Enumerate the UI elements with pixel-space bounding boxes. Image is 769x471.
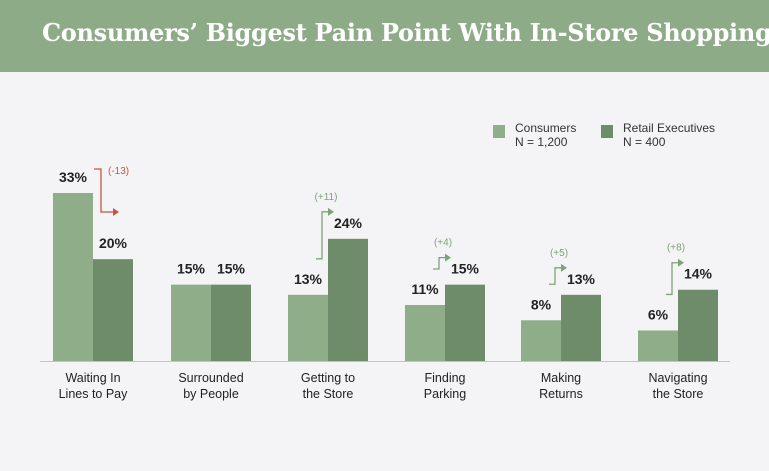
delta-arrowhead — [561, 263, 567, 272]
delta-arrow — [94, 168, 114, 213]
title-banner: Consumers’ Biggest Pain Point With In-St… — [0, 0, 769, 72]
legend-swatch-consumers — [493, 125, 505, 138]
chart-title: Consumers’ Biggest Pain Point With In-St… — [42, 18, 769, 47]
bar-executives — [328, 238, 368, 361]
category-label: Finding — [425, 371, 466, 385]
bar-value-label: 13% — [294, 271, 323, 287]
delta-arrow — [666, 262, 679, 296]
bar-executives — [93, 259, 133, 361]
legend-label: Retail Executives — [623, 121, 715, 135]
delta-arrowhead — [328, 207, 334, 216]
bar-value-label: 6% — [648, 306, 669, 322]
category-label: Getting to — [301, 371, 355, 385]
bar-value-label: 14% — [684, 266, 713, 282]
category-label: Surrounded — [178, 371, 243, 385]
bar-value-label: 11% — [411, 281, 439, 297]
category-label: Parking — [424, 387, 466, 401]
delta-arrow — [316, 211, 329, 260]
bar-value-label: 20% — [99, 235, 128, 251]
bar-consumers — [638, 330, 678, 361]
category-label: Making — [541, 371, 581, 385]
delta-arrowhead — [113, 208, 119, 216]
delta-label: (+11) — [315, 192, 338, 203]
category-label: by People — [183, 387, 239, 401]
bar-value-label: 15% — [217, 261, 246, 277]
legend-sub: N = 1,200 — [515, 135, 568, 149]
bar-value-label: 15% — [451, 261, 480, 277]
delta-label: (+8) — [667, 243, 685, 254]
delta-arrow — [549, 267, 562, 285]
bar-consumers — [53, 193, 93, 361]
legend-swatch-executives — [601, 125, 613, 138]
bar-executives — [678, 289, 718, 361]
category-label: the Store — [653, 387, 704, 401]
bar-value-label: 15% — [177, 261, 206, 277]
delta-arrowhead — [445, 253, 451, 262]
bar-executives — [211, 284, 251, 361]
bar-consumers — [405, 305, 445, 361]
bar-consumers — [171, 284, 211, 361]
bar-value-label: 8% — [531, 296, 552, 312]
delta-label: (-13) — [108, 166, 129, 177]
category-label: Navigating — [648, 371, 707, 385]
bar-consumers — [521, 320, 561, 361]
category-label: Waiting In — [65, 371, 120, 385]
bar-executives — [561, 294, 601, 361]
bar-consumers — [288, 294, 328, 361]
delta-label: (+4) — [434, 238, 452, 249]
bar-value-label: 13% — [567, 271, 596, 287]
category-label: Returns — [539, 387, 583, 401]
category-label: Lines to Pay — [59, 387, 129, 401]
category-label: the Store — [303, 387, 354, 401]
delta-arrowhead — [678, 258, 684, 267]
bar-value-label: 33% — [59, 169, 88, 185]
legend-label: Consumers — [515, 121, 576, 135]
delta-arrow — [433, 256, 446, 270]
bar-value-label: 24% — [334, 215, 363, 231]
delta-label: (+5) — [550, 248, 568, 259]
bar-executives — [445, 284, 485, 361]
legend-sub: N = 400 — [623, 135, 666, 149]
